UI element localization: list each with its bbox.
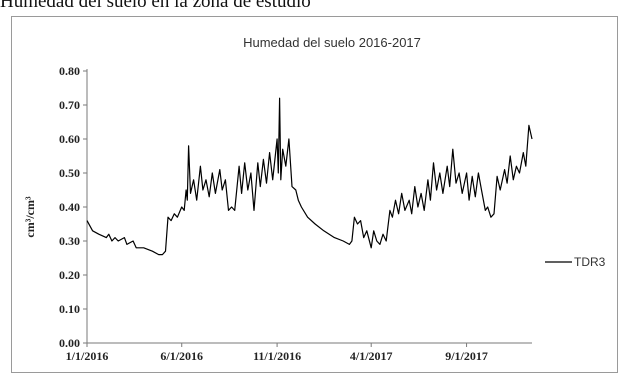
y-tick-label: 0.80: [59, 64, 80, 78]
caption-text: Humedad del suelo en la zona de estudio: [0, 0, 311, 12]
legend: TDR3: [545, 255, 606, 269]
x-tick-label: 4/1/2017: [350, 349, 393, 363]
x-ticks: 1/1/2016 6/1/2016 11/1/2016 4/1/2017 9/1/201…: [66, 343, 488, 363]
y-tick-label: 0.60: [59, 132, 80, 146]
y-tick-label: 0.40: [59, 200, 80, 214]
y-tick-label: 0.50: [59, 166, 80, 180]
axes: [86, 69, 532, 344]
x-tick-label: 6/1/2016: [160, 349, 203, 363]
series-line-tdr3: [86, 97, 533, 256]
y-tick-label: 0.00: [59, 336, 80, 350]
y-tick-label: 0.30: [59, 234, 80, 248]
chart-title: Humedad del suelo 2016-2017: [243, 35, 421, 50]
chart-area: Humedad del suelo 2016-2017 cm³/cm³ 0.00…: [11, 16, 618, 373]
line-chart: Humedad del suelo 2016-2017 cm³/cm³ 0.00…: [23, 35, 606, 363]
y-axis-label: cm³/cm³: [23, 196, 37, 238]
x-tick-label: 9/1/2017: [445, 349, 488, 363]
series-group: [86, 97, 533, 256]
y-tick-label: 0.10: [59, 302, 80, 316]
y-ticks: 0.00 0.10 0.20 0.30 0.40 0.50 0.60 0.70 0.80: [59, 64, 87, 350]
y-axis-label-text: cm³/cm³: [23, 196, 37, 238]
y-tick-label: 0.70: [59, 98, 80, 112]
legend-label-tdr3: TDR3: [574, 255, 606, 269]
x-tick-label: 11/1/2016: [253, 349, 301, 363]
y-tick-label: 0.20: [59, 268, 80, 282]
x-tick-label: 1/1/2016: [66, 349, 109, 363]
